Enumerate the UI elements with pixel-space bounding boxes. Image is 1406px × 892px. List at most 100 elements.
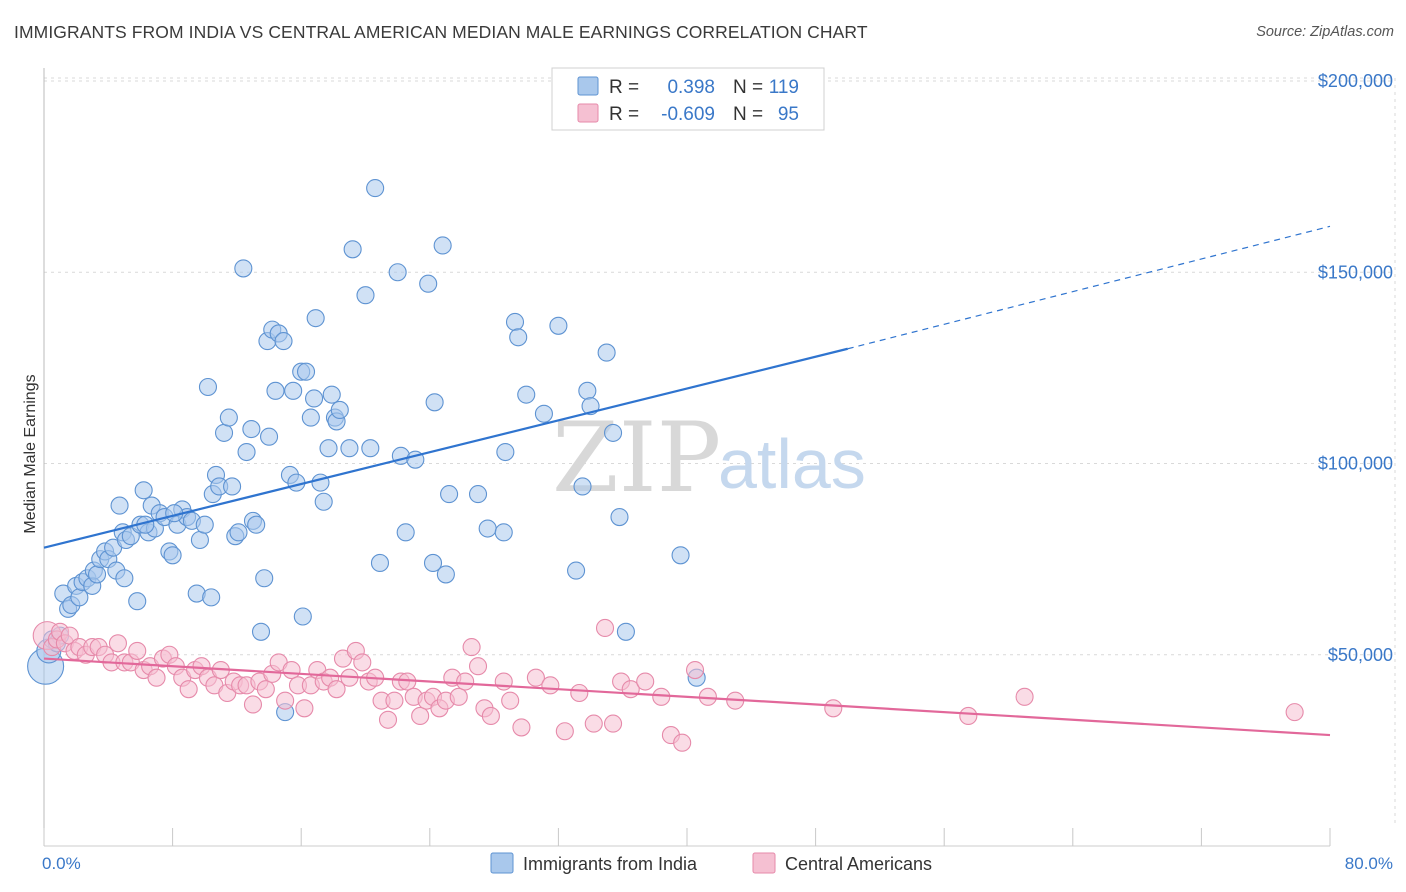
india-point-101: [505, 312, 525, 332]
central-point-93: [1015, 687, 1034, 706]
india-point-102: [509, 328, 528, 347]
india-point-72: [305, 389, 324, 408]
central-point-80: [595, 618, 615, 638]
x-tick-label-min: 0.0%: [42, 854, 81, 873]
bottom-legend-label-central: Central Americans: [785, 854, 932, 874]
central-point-51: [353, 653, 372, 672]
india-point-48: [223, 477, 242, 496]
india-point-47: [219, 408, 238, 427]
central-point-42: [295, 699, 314, 718]
india-point-86: [370, 553, 390, 573]
central-point-73: [501, 691, 520, 710]
india-point-103: [517, 385, 536, 404]
india-point-69: [293, 607, 312, 626]
india-point-99: [494, 523, 513, 542]
india-point-14: [87, 565, 107, 584]
central-point-19: [147, 668, 166, 687]
y-tick-label-3: $200,000: [1318, 71, 1393, 91]
legend-swatch-central: [577, 103, 599, 123]
india-point-41: [198, 377, 218, 397]
india-point-70: [296, 362, 316, 381]
central-point-94: [1285, 703, 1304, 722]
india-point-33: [163, 546, 182, 565]
india-point-20: [110, 496, 129, 515]
legend: R = 0.398 N = 119 R = -0.609 N = 95: [551, 67, 825, 131]
axes-layer: [43, 68, 1331, 847]
india-point-40: [195, 515, 214, 534]
central-point-79: [584, 714, 603, 733]
india-point-84: [361, 439, 380, 458]
india-point-94: [433, 236, 452, 255]
india-point-113: [616, 622, 635, 641]
y-axis-title: Median Male Earnings: [22, 374, 39, 533]
trend-layer: [43, 225, 1331, 737]
india-point-42: [202, 588, 221, 607]
central-point-24: [179, 680, 198, 699]
india-point-83: [356, 286, 375, 305]
india-point-91: [419, 274, 438, 293]
india-point-39: [190, 530, 209, 550]
india-point-95: [436, 565, 455, 584]
legend-r-value-india: 0.398: [667, 77, 715, 98]
india-point-106: [567, 561, 586, 580]
india-point-73: [306, 309, 325, 328]
india-point-105: [549, 316, 568, 335]
india-point-82: [343, 240, 362, 259]
india-point-96: [440, 485, 459, 504]
bottom-legend-swatch-india: [490, 852, 514, 874]
chart-title: IMMIGRANTS FROM INDIA VS CENTRAL AMERICA…: [14, 22, 868, 42]
legend-r-label-central: R =: [609, 104, 639, 125]
trendline-india-extension: [847, 225, 1331, 350]
india-point-56: [251, 622, 271, 641]
trendline-india: [43, 347, 849, 549]
india-point-85: [366, 179, 385, 198]
watermark: ZIP atlas: [552, 402, 866, 514]
india-point-46: [214, 423, 234, 442]
india-point-93: [425, 393, 444, 412]
central-point-36: [256, 680, 275, 699]
central-point-71: [481, 706, 500, 726]
india-point-97: [468, 485, 488, 504]
central-point-72: [494, 672, 513, 691]
india-point-26: [134, 481, 153, 500]
x-axis-labels: 0.0% 80.0%: [42, 854, 1393, 873]
india-point-107: [573, 477, 592, 496]
india-point-75: [314, 492, 333, 511]
central-point-78: [570, 683, 589, 703]
legend-swatch-india: [577, 76, 599, 96]
trendline-central: [43, 657, 1331, 737]
central-point-87: [673, 733, 692, 752]
india-point-76: [319, 439, 338, 458]
legend-n-label-central: N =: [733, 104, 763, 125]
x-tick-label-max: 80.0%: [1345, 854, 1393, 873]
y-axis-labels: $50,000 $100,000 $150,000 $200,000: [1318, 71, 1393, 665]
points-layer: [27, 179, 1304, 752]
central-point-68: [462, 638, 481, 657]
india-point-55: [247, 515, 266, 534]
legend-n-value-central: 95: [778, 104, 799, 125]
central-point-85: [652, 687, 671, 706]
central-point-74: [512, 718, 531, 737]
india-point-53: [242, 420, 261, 439]
y-tick-label-2: $150,000: [1318, 262, 1393, 282]
y-tick-label-1: $100,000: [1318, 454, 1393, 474]
watermark-zip: ZIP: [552, 402, 721, 514]
grid-layer: [44, 77, 1396, 826]
central-point-34: [243, 695, 263, 714]
india-point-63: [274, 332, 293, 351]
central-point-88: [685, 660, 705, 680]
central-point-39: [276, 691, 295, 710]
india-point-98: [478, 519, 497, 538]
legend-r-label-india: R =: [609, 77, 639, 98]
india-point-24: [128, 592, 147, 611]
india-point-71: [301, 408, 320, 427]
india-point-80: [330, 400, 349, 420]
central-point-77: [555, 722, 574, 741]
bottom-legend: Immigrants from India Central Americans: [490, 852, 932, 874]
india-point-111: [604, 423, 623, 442]
india-point-59: [259, 427, 279, 446]
central-point-40: [282, 660, 301, 680]
central-point-47: [327, 680, 346, 699]
central-point-81: [604, 714, 623, 733]
india-point-77: [322, 385, 341, 404]
